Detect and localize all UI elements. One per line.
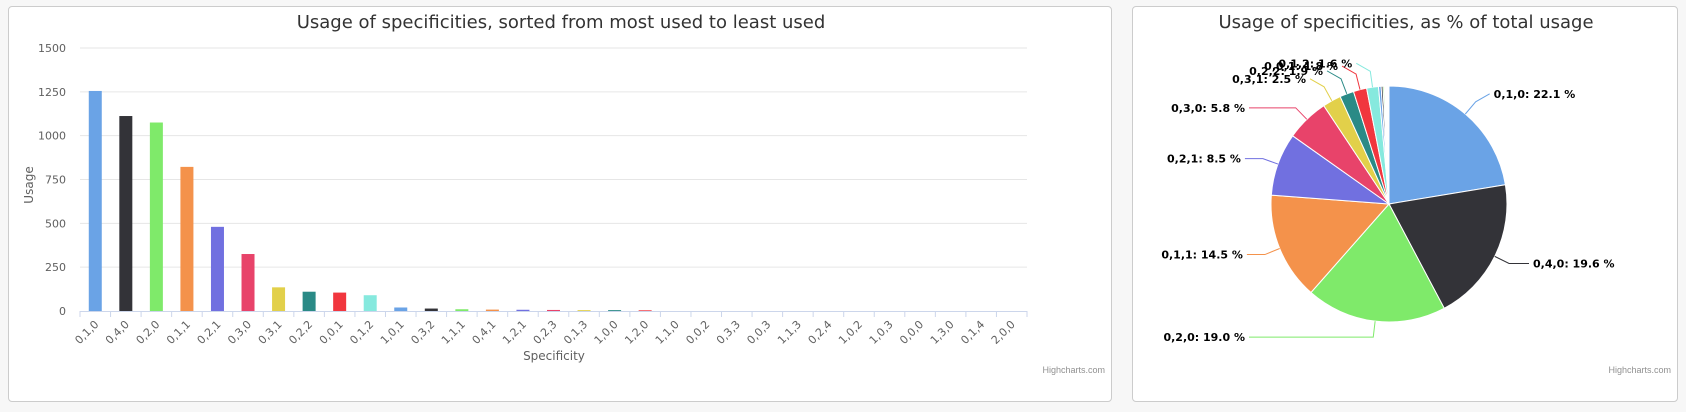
x-tick-label: 1,0,0 bbox=[592, 318, 621, 347]
bar-0-4-1[interactable] bbox=[485, 309, 499, 311]
bar-1-2-0[interactable] bbox=[638, 310, 652, 311]
y-tick-label: 1250 bbox=[38, 86, 66, 99]
x-tick-label: 1,1,3 bbox=[775, 318, 804, 347]
x-tick-label: 1,0,1 bbox=[378, 318, 407, 347]
bar-chart-title: Usage of specificities, sorted from most… bbox=[297, 12, 826, 33]
bar-0-1-1[interactable] bbox=[180, 166, 194, 311]
bar-chart: Usage of specificities, sorted from most… bbox=[22, 12, 1105, 375]
bar-0-1-3[interactable] bbox=[577, 310, 591, 311]
pie-connector bbox=[1356, 62, 1374, 88]
x-tick-label: 0,1,4 bbox=[958, 318, 987, 347]
bar-1-1-1[interactable] bbox=[455, 309, 469, 311]
highcharts-credits[interactable]: Highcharts.com bbox=[1608, 365, 1671, 375]
bar-0-2-1[interactable] bbox=[210, 226, 224, 311]
bar-1-0-1[interactable] bbox=[394, 307, 408, 311]
x-tick-label: 2,0,0 bbox=[989, 318, 1018, 347]
bar-0-1-0[interactable] bbox=[88, 90, 102, 311]
bar-1-0-0[interactable] bbox=[608, 310, 622, 311]
pie-connector bbox=[1246, 248, 1280, 256]
x-tick-label: 0,0,3 bbox=[744, 318, 773, 347]
pie-chart-title: Usage of specificities, as % of total us… bbox=[1218, 12, 1593, 33]
x-tick-label: 0,3,1 bbox=[256, 318, 285, 347]
pie-slice-0-1-1[interactable] bbox=[1270, 194, 1391, 294]
pie-data-label: 0,3,0: 5.8 % bbox=[1171, 102, 1245, 115]
x-tick-label: 0,3,2 bbox=[408, 318, 437, 347]
pie-connector bbox=[1326, 70, 1348, 94]
pie-slice-1-2-0[interactable] bbox=[1387, 85, 1390, 205]
x-tick-label: 0,0,2 bbox=[683, 318, 712, 347]
pie-data-label: 0,3,1: 2.5 % bbox=[1232, 73, 1306, 86]
x-tick-label: 0,3,3 bbox=[714, 318, 743, 347]
x-tick-label: 1,0,3 bbox=[867, 318, 896, 347]
bar-0-2-3[interactable] bbox=[547, 309, 560, 311]
highcharts-credits[interactable]: Highcharts.com bbox=[1042, 365, 1105, 375]
pie-data-label: 0,2,0: 19.0 % bbox=[1163, 331, 1245, 344]
x-tick-label: 0,2,1 bbox=[195, 318, 224, 347]
bar-0-1-2[interactable] bbox=[363, 295, 377, 311]
x-tick-label: 0,2,3 bbox=[531, 318, 560, 347]
x-tick-label: 0,4,1 bbox=[470, 318, 499, 347]
y-tick-label: 500 bbox=[45, 217, 66, 230]
x-tick-label: 0,1,0 bbox=[72, 318, 101, 347]
bar-0-2-2[interactable] bbox=[302, 291, 316, 311]
bar-1-2-1[interactable] bbox=[516, 309, 530, 311]
x-tick-label: 0,1,2 bbox=[347, 318, 376, 347]
x-tick-label: 1,2,0 bbox=[622, 318, 651, 347]
bar-chart-panel: Usage of specificities, sorted from most… bbox=[8, 6, 1112, 402]
x-tick-label: 0,3,0 bbox=[225, 318, 254, 347]
x-tick-label: 0,4,0 bbox=[103, 318, 132, 347]
pie-chart: Usage of specificities, as % of total us… bbox=[1161, 12, 1671, 375]
x-tick-label: 0,1,3 bbox=[561, 318, 590, 347]
x-tick-label: 0,1,1 bbox=[164, 318, 193, 347]
pie-slice-0-4-0[interactable] bbox=[1388, 184, 1508, 309]
x-tick-label: 0,0,0 bbox=[897, 318, 926, 347]
x-tick-label: 1,2,1 bbox=[500, 318, 529, 347]
x-tick-label: 0,2,2 bbox=[286, 318, 315, 347]
pie-data-label: 0,0,1: 1.8 % bbox=[1264, 60, 1338, 73]
pie-connector bbox=[1494, 255, 1529, 264]
x-tick-label: 0,2,4 bbox=[806, 318, 835, 347]
y-tick-label: 250 bbox=[45, 261, 66, 274]
y-tick-label: 0 bbox=[59, 305, 66, 318]
pie-connector bbox=[1464, 93, 1490, 115]
pie-data-label: 0,4,0: 19.6 % bbox=[1533, 257, 1615, 270]
pie-data-label: 0,1,0: 22.1 % bbox=[1494, 88, 1576, 101]
pie-slice-0-1-0[interactable] bbox=[1388, 85, 1506, 205]
x-tick-label: 0,0,1 bbox=[317, 318, 346, 347]
bar-0-3-0[interactable] bbox=[241, 254, 255, 311]
pie-data-label: 0,2,2: 1.9 % bbox=[1249, 65, 1323, 78]
pie-data-label: 0,1,2: 1.6 % bbox=[1278, 57, 1352, 70]
x-tick-label: 1,1,0 bbox=[653, 318, 682, 347]
y-axis-title: Usage bbox=[22, 166, 36, 203]
pie-connector bbox=[1341, 65, 1361, 90]
x-tick-label: 1,3,0 bbox=[928, 318, 957, 347]
bar-0-4-0[interactable] bbox=[119, 116, 133, 312]
y-tick-label: 1000 bbox=[38, 130, 66, 143]
pie-connector bbox=[1249, 107, 1308, 120]
pie-data-label: 0,2,1: 8.5 % bbox=[1167, 153, 1241, 166]
x-tick-label: 0,2,0 bbox=[134, 318, 163, 347]
x-tick-label: 1,0,2 bbox=[836, 318, 865, 347]
x-axis-title: Specificity bbox=[523, 349, 585, 363]
pie-chart-panel: Usage of specificities, as % of total us… bbox=[1132, 6, 1678, 402]
bar-0-3-2[interactable] bbox=[424, 308, 438, 311]
y-tick-label: 750 bbox=[45, 174, 66, 187]
pie-connector bbox=[1244, 158, 1279, 165]
pie-connector bbox=[1309, 78, 1333, 102]
y-tick-label: 1500 bbox=[38, 42, 66, 55]
bar-0-3-1[interactable] bbox=[272, 287, 286, 311]
bar-0-2-0[interactable] bbox=[149, 122, 163, 312]
pie-data-label: 0,1,1: 14.5 % bbox=[1161, 249, 1243, 262]
pie-connector bbox=[1249, 321, 1376, 338]
bar-0-0-1[interactable] bbox=[333, 292, 347, 311]
x-tick-label: 1,1,1 bbox=[439, 318, 468, 347]
